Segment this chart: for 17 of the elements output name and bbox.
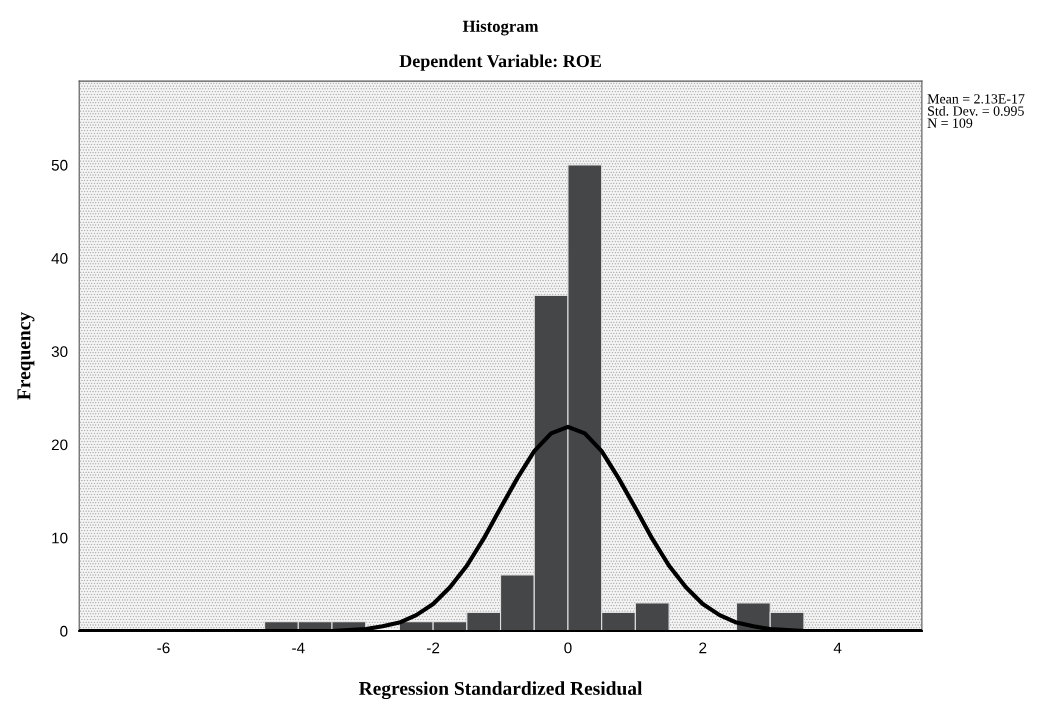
chart-subtitle: Dependent Variable: ROE [399, 54, 601, 71]
y-axis-title: Frequency [17, 312, 35, 400]
y-tick-label: 20 [51, 439, 68, 451]
y-tick-label: 0 [60, 625, 68, 637]
y-tick-label: 30 [51, 346, 68, 358]
x-tick-label: 2 [699, 642, 707, 654]
x-tick-label: 4 [833, 642, 842, 654]
x-tick-label: -2 [427, 642, 440, 654]
y-tick-label: 10 [52, 532, 68, 544]
text: Mean = 2.13E-17 Std. Dev. = 0.995 N = 109 [927, 94, 1025, 128]
x-axis-title: Regression Standardized Residual [358, 681, 643, 700]
x-tick-label: -4 [292, 642, 305, 654]
x-tick-label: -6 [157, 642, 170, 654]
y-tick-label: 40 [51, 253, 68, 264]
x-tick-label: 0 [564, 642, 572, 654]
y-tick-label: 50 [51, 159, 68, 171]
chart-title: Histogram [462, 20, 539, 36]
